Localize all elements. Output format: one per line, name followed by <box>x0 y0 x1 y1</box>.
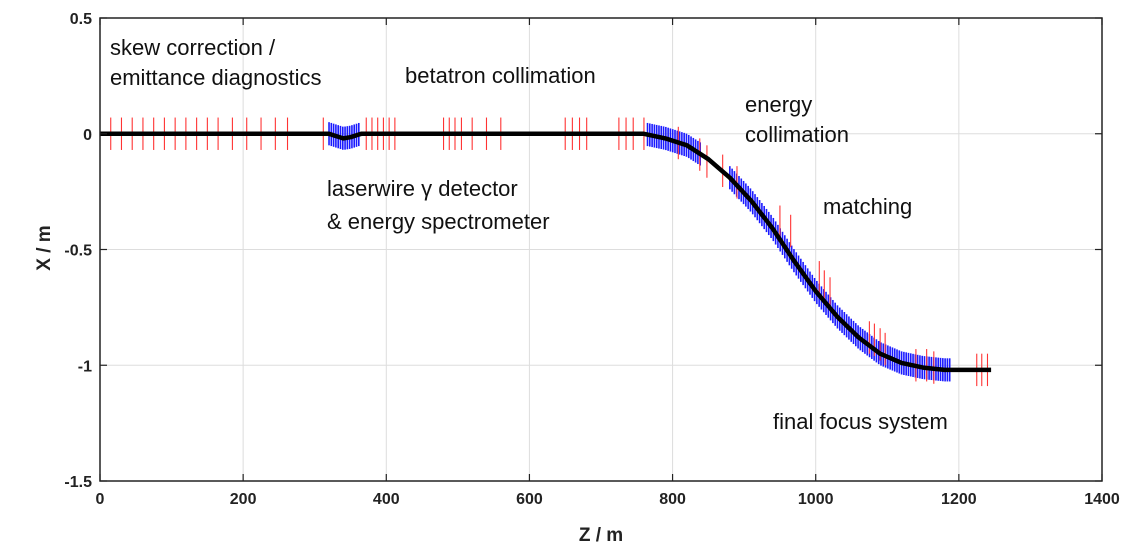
x-tick-label: 800 <box>659 491 686 508</box>
annotation-skew-correction: skew correction / emittance diagnostics <box>110 35 322 90</box>
x-tick-label: 200 <box>230 491 257 508</box>
x-tick-label: 600 <box>516 491 543 508</box>
annotation-energy-line-2: collimation <box>745 122 849 147</box>
x-tick-label: 1000 <box>798 491 834 508</box>
annotation-skew-line-2: emittance diagnostics <box>110 65 322 90</box>
bend-magnets-layer <box>328 122 951 382</box>
annotation-energy-collimation: energy collimation <box>745 92 849 147</box>
annotation-laserwire: laserwire γ detector & energy spectromet… <box>327 176 550 234</box>
annotation-laserwire-line-2: & energy spectrometer <box>327 209 550 234</box>
beamline-trace <box>100 131 992 373</box>
x-tick-label: 1400 <box>1084 491 1120 508</box>
y-tick-label: -1 <box>78 358 92 375</box>
beamline-layer <box>100 131 992 373</box>
y-tick-label: -1.5 <box>64 474 92 491</box>
tick-layer: 0 200 400 600 800 1000 1200 1400 0.5 0 -0.5 -1 -1.5 <box>64 11 1119 508</box>
x-tick-label: 0 <box>96 491 105 508</box>
x-tick-label: 400 <box>373 491 400 508</box>
annotation-final-focus-line-1: final focus system <box>773 409 948 434</box>
y-axis-label: X / m <box>34 225 55 270</box>
annotation-skew-line-1: skew correction / <box>110 35 276 60</box>
annotation-betatron-collimation: betatron collimation <box>405 63 596 88</box>
y-tick-label: -0.5 <box>64 243 92 260</box>
annotation-betatron-line-1: betatron collimation <box>405 63 596 88</box>
annotation-energy-line-1: energy <box>745 92 812 117</box>
annotation-final-focus: final focus system <box>773 409 948 434</box>
annotation-laserwire-line-1: laserwire γ detector <box>327 176 518 201</box>
y-tick-label: 0 <box>83 127 92 144</box>
x-tick-label: 1200 <box>941 491 977 508</box>
annotations: skew correction / emittance diagnostics … <box>110 35 948 434</box>
annotation-matching: matching <box>823 194 912 219</box>
x-axis-label: Z / m <box>579 525 623 546</box>
y-tick-label: 0.5 <box>70 11 92 28</box>
annotation-matching-line-1: matching <box>823 194 912 219</box>
